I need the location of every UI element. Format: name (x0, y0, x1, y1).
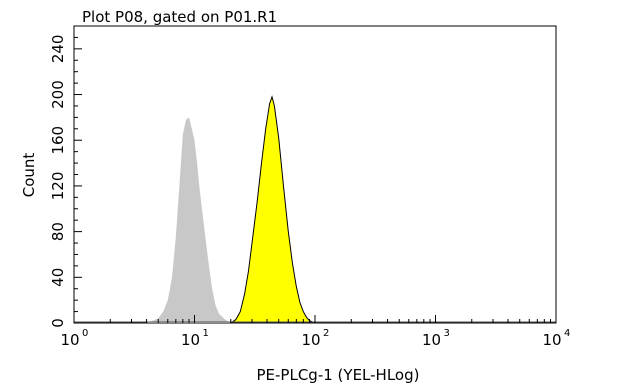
x-tick-label: 10 (422, 331, 441, 349)
x-tick-exponent: 2 (323, 328, 329, 339)
x-tick-label: 10 (301, 331, 320, 349)
x-ticks: 10 0 10 1 10 2 10 3 10 4 (60, 315, 570, 349)
y-tick-label: 0 (49, 318, 67, 328)
y-tick-label: 240 (49, 35, 67, 64)
histogram-series-0 (146, 117, 231, 324)
x-tick-label: 10 (181, 331, 200, 349)
y-tick-label: 80 (49, 222, 67, 241)
y-axis-label: Count (20, 153, 38, 198)
x-tick-label: 10 (542, 331, 561, 349)
histogram-series-1 (229, 95, 316, 324)
chart-title: Plot P08, gated on P01.R1 (82, 8, 277, 26)
y-tick-label: 200 (49, 80, 67, 109)
x-axis-label: PE-PLCg-1 (YEL-HLog) (257, 366, 420, 384)
y-ticks: 0 40 80 120 160 200 240 (49, 35, 82, 328)
x-tick-exponent: 1 (203, 328, 209, 339)
y-tick-label: 40 (49, 268, 67, 287)
x-tick-exponent: 0 (82, 328, 88, 339)
y-tick-label: 120 (49, 172, 67, 201)
plot-frame (73, 25, 557, 324)
x-tick-label: 10 (60, 331, 79, 349)
x-tick-exponent: 4 (564, 328, 570, 339)
x-tick-exponent: 3 (444, 328, 450, 339)
y-tick-label: 160 (49, 126, 67, 155)
